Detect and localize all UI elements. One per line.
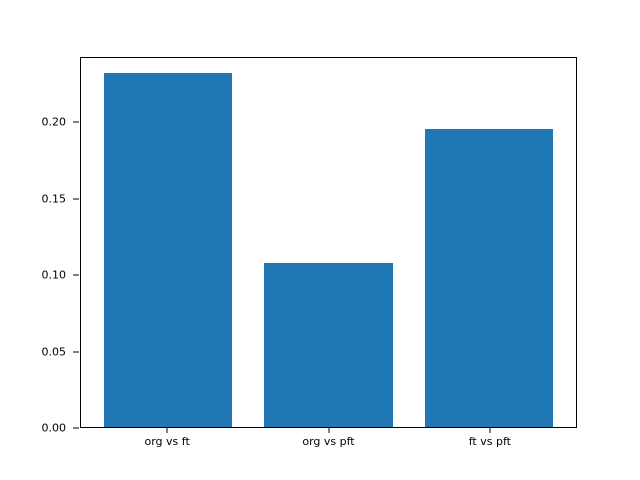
y-tick-mark-0.00	[73, 427, 79, 429]
y-tick-mark-0.05	[73, 351, 79, 353]
x-tick-mark-org-vs-pft	[328, 428, 329, 433]
plot-area	[80, 57, 577, 428]
bar-ft-vs-pft	[424, 128, 554, 427]
x-axis: org vs ft org vs pft ft vs pft	[80, 428, 577, 462]
bar-org-vs-pft	[264, 262, 393, 427]
x-tick-label-org-vs-pft: org vs pft	[302, 435, 355, 448]
bar-org-vs-ft	[103, 72, 233, 427]
x-tick-label-org-vs-ft: org vs ft	[144, 435, 190, 448]
y-tick-label-0.20: 0.20	[41, 115, 67, 129]
y-tick-label-0.10: 0.10	[41, 268, 67, 282]
y-tick-mark-0.10	[73, 274, 79, 276]
y-tick-mark-0.20	[73, 121, 79, 123]
y-tick-label-0.00: 0.00	[41, 421, 67, 435]
y-tick-label-0.05: 0.05	[41, 345, 67, 359]
y-tick-mark-0.15	[73, 198, 79, 200]
x-tick-mark-ft-vs-pft	[489, 428, 491, 433]
y-axis: 0.00 0.05 0.10 0.15 0.20	[0, 57, 80, 434]
x-tick-label-ft-vs-pft: ft vs pft	[468, 435, 511, 448]
y-tick-label-0.15: 0.15	[41, 192, 67, 206]
x-tick-mark-org-vs-ft	[166, 428, 168, 433]
